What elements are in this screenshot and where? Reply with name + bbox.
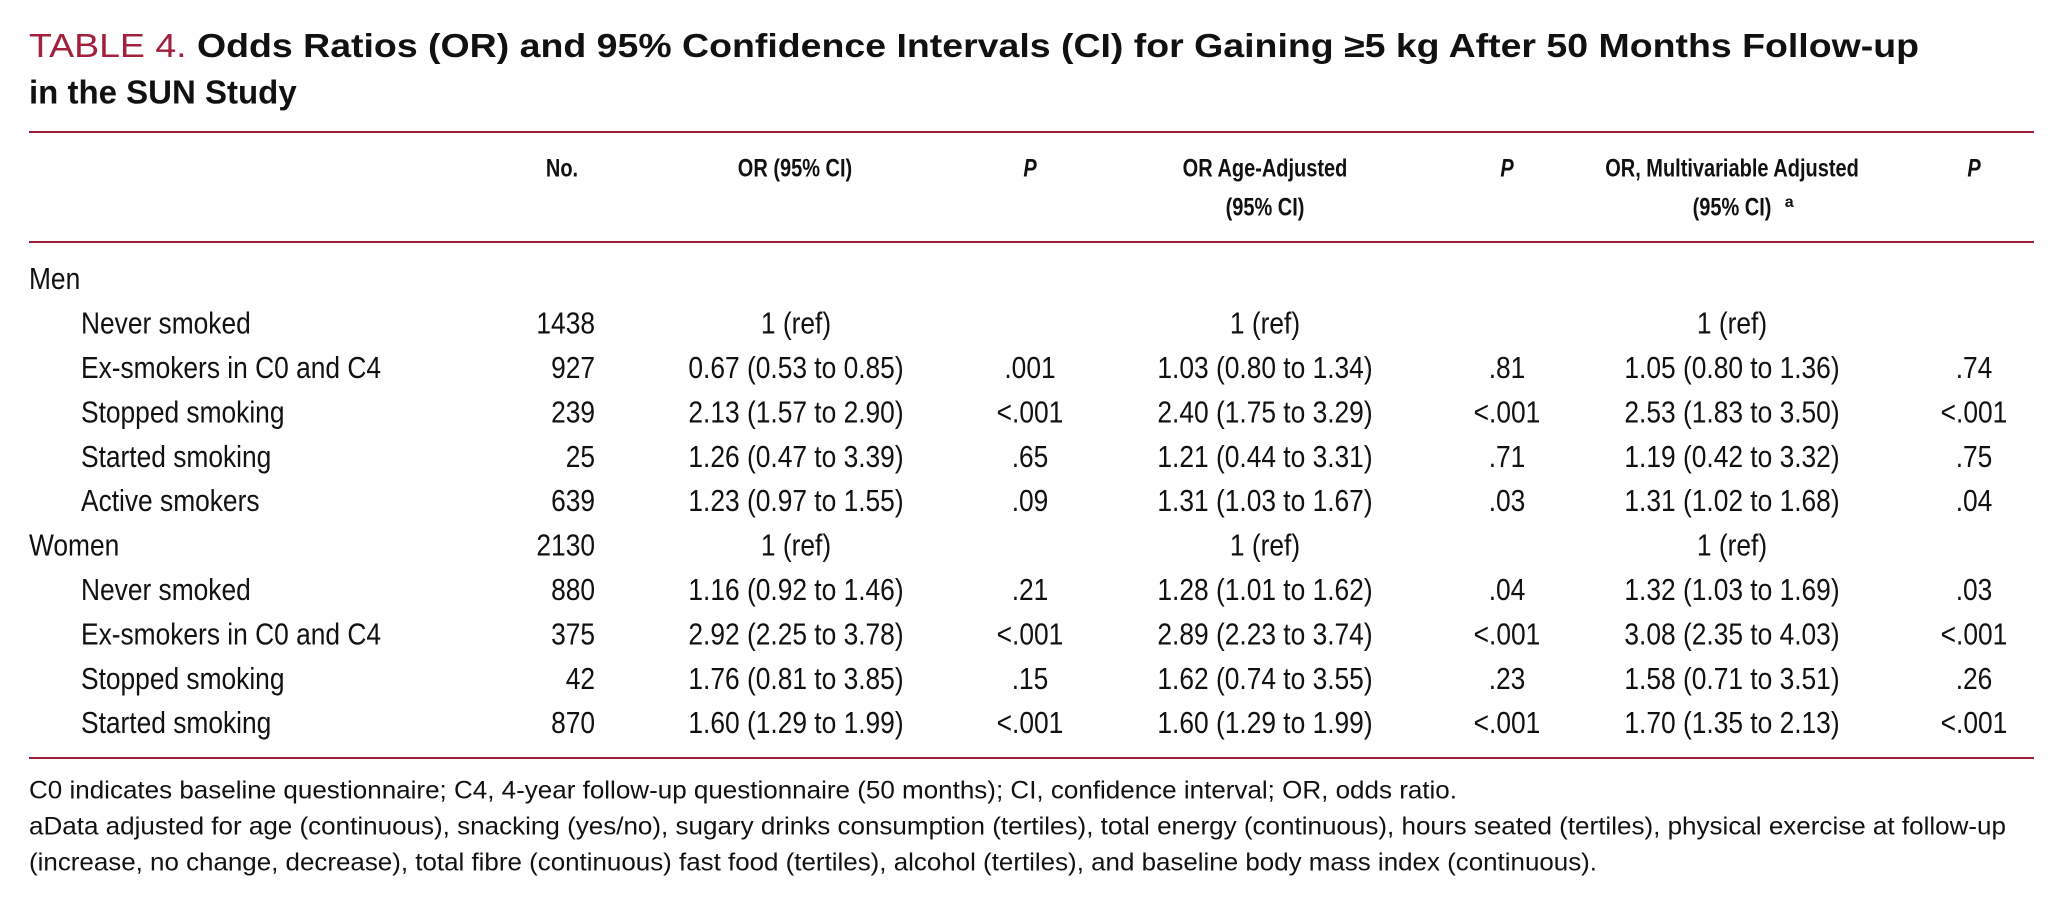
cell: 1.16 (0.92 to 1.46) bbox=[688, 573, 903, 607]
cell: .71 bbox=[1489, 440, 1526, 474]
cell: 639 bbox=[551, 484, 595, 518]
cell: .74 bbox=[1956, 351, 1993, 385]
column-header: (95% CI) bbox=[1226, 194, 1305, 222]
cell: .03 bbox=[1956, 573, 1993, 607]
title-text: Odds Ratios (OR) and 95% Confidence Inte… bbox=[197, 27, 1919, 64]
footnote: aData adjusted for age (continuous), sna… bbox=[29, 813, 2006, 841]
footnote: C0 indicates baseline questionnaire; C4,… bbox=[29, 777, 1457, 805]
cell: .23 bbox=[1489, 662, 1526, 696]
row-label: Ex-smokers in C0 and C4 bbox=[81, 351, 381, 385]
column-header: OR (95% CI) bbox=[738, 155, 852, 183]
cell: <.001 bbox=[1474, 706, 1541, 740]
column-header: P bbox=[1967, 155, 1981, 183]
title-label: TABLE 4. bbox=[29, 27, 187, 64]
row-label: Active smokers bbox=[81, 484, 260, 518]
group-label: Women bbox=[29, 529, 119, 563]
cell: <.001 bbox=[997, 617, 1064, 651]
cell: 1.21 (0.44 to 3.31) bbox=[1157, 440, 1372, 474]
cell: .15 bbox=[1012, 662, 1049, 696]
cell: .001 bbox=[1004, 351, 1055, 385]
cell: 2.40 (1.75 to 3.29) bbox=[1157, 395, 1372, 429]
cell: .81 bbox=[1489, 351, 1526, 385]
cell: <.001 bbox=[1941, 617, 2008, 651]
cell: 880 bbox=[551, 573, 595, 607]
group-label: Men bbox=[29, 262, 80, 296]
column-header: P bbox=[1023, 155, 1037, 183]
cell: <.001 bbox=[997, 706, 1064, 740]
cell: 1438 bbox=[536, 307, 595, 341]
cell: 42 bbox=[566, 662, 595, 696]
cell: 1.19 (0.42 to 3.32) bbox=[1624, 440, 1839, 474]
cell: 1 (ref) bbox=[761, 529, 831, 563]
cell: .65 bbox=[1012, 440, 1049, 474]
cell: 1.05 (0.80 to 1.36) bbox=[1624, 351, 1839, 385]
cell: 1.58 (0.71 to 3.51) bbox=[1624, 662, 1839, 696]
cell: 927 bbox=[551, 351, 595, 385]
cell: 1 (ref) bbox=[1230, 529, 1300, 563]
cell: 870 bbox=[551, 706, 595, 740]
cell: .04 bbox=[1489, 573, 1526, 607]
column-header: OR Age-Adjusted bbox=[1183, 155, 1348, 183]
cell: 3.08 (2.35 to 4.03) bbox=[1624, 617, 1839, 651]
cell: 1.76 (0.81 to 3.85) bbox=[688, 662, 903, 696]
cell: 0.67 (0.53 to 0.85) bbox=[688, 351, 903, 385]
cell: 1.31 (1.03 to 1.67) bbox=[1157, 484, 1372, 518]
cell: 1.32 (1.03 to 1.69) bbox=[1624, 573, 1839, 607]
cell: 375 bbox=[551, 617, 595, 651]
row-label: Ex-smokers in C0 and C4 bbox=[81, 617, 381, 651]
column-header: (95% CI) bbox=[1693, 194, 1772, 222]
cell: 1.28 (1.01 to 1.62) bbox=[1157, 573, 1372, 607]
row-label: Started smoking bbox=[81, 440, 271, 474]
cell: 1.60 (1.29 to 1.99) bbox=[688, 706, 903, 740]
row-label: Never smoked bbox=[81, 307, 251, 341]
column-header: OR, Multivariable Adjusted bbox=[1605, 155, 1859, 183]
cell: 2.89 (2.23 to 3.74) bbox=[1157, 617, 1372, 651]
cell: 1.62 (0.74 to 3.55) bbox=[1157, 662, 1372, 696]
cell: .03 bbox=[1489, 484, 1526, 518]
cell: 1 (ref) bbox=[1697, 529, 1767, 563]
cell: 1.60 (1.29 to 1.99) bbox=[1157, 706, 1372, 740]
row-label: Never smoked bbox=[81, 573, 251, 607]
cell: 25 bbox=[566, 440, 595, 474]
row-label: Stopped smoking bbox=[81, 395, 284, 429]
cell: 1.23 (0.97 to 1.55) bbox=[688, 484, 903, 518]
cell: 1 (ref) bbox=[1697, 307, 1767, 341]
cell: 2.92 (2.25 to 3.78) bbox=[688, 617, 903, 651]
cell: 239 bbox=[551, 395, 595, 429]
footnote-marker: a bbox=[1785, 194, 1794, 211]
footnote: (increase, no change, decrease), total f… bbox=[29, 849, 1597, 877]
cell: <.001 bbox=[1474, 395, 1541, 429]
cell: .75 bbox=[1956, 440, 1993, 474]
cell: <.001 bbox=[997, 395, 1064, 429]
cell: .21 bbox=[1012, 573, 1049, 607]
row-label: Stopped smoking bbox=[81, 662, 284, 696]
cell: 2.13 (1.57 to 2.90) bbox=[688, 395, 903, 429]
cell: 1.31 (1.02 to 1.68) bbox=[1624, 484, 1839, 518]
cell: 1 (ref) bbox=[1230, 307, 1300, 341]
cell: 2.53 (1.83 to 3.50) bbox=[1624, 395, 1839, 429]
row-label: Started smoking bbox=[81, 706, 271, 740]
cell: 1.70 (1.35 to 2.13) bbox=[1624, 706, 1839, 740]
cell: .26 bbox=[1956, 662, 1993, 696]
cell: <.001 bbox=[1941, 706, 2008, 740]
cell: <.001 bbox=[1941, 395, 2008, 429]
cell: 1 (ref) bbox=[761, 307, 831, 341]
title-text: in the SUN Study bbox=[29, 74, 297, 111]
table-title: TABLE 4. Odds Ratios (OR) and 95% Confid… bbox=[29, 27, 1919, 64]
cell: <.001 bbox=[1474, 617, 1541, 651]
column-header: No. bbox=[546, 155, 578, 183]
cell: 2130 bbox=[536, 529, 595, 563]
cell: .04 bbox=[1956, 484, 1993, 518]
cell: .09 bbox=[1012, 484, 1049, 518]
cell: 1.26 (0.47 to 3.39) bbox=[688, 440, 903, 474]
cell: 1.03 (0.80 to 1.34) bbox=[1157, 351, 1372, 385]
column-header: P bbox=[1500, 155, 1514, 183]
